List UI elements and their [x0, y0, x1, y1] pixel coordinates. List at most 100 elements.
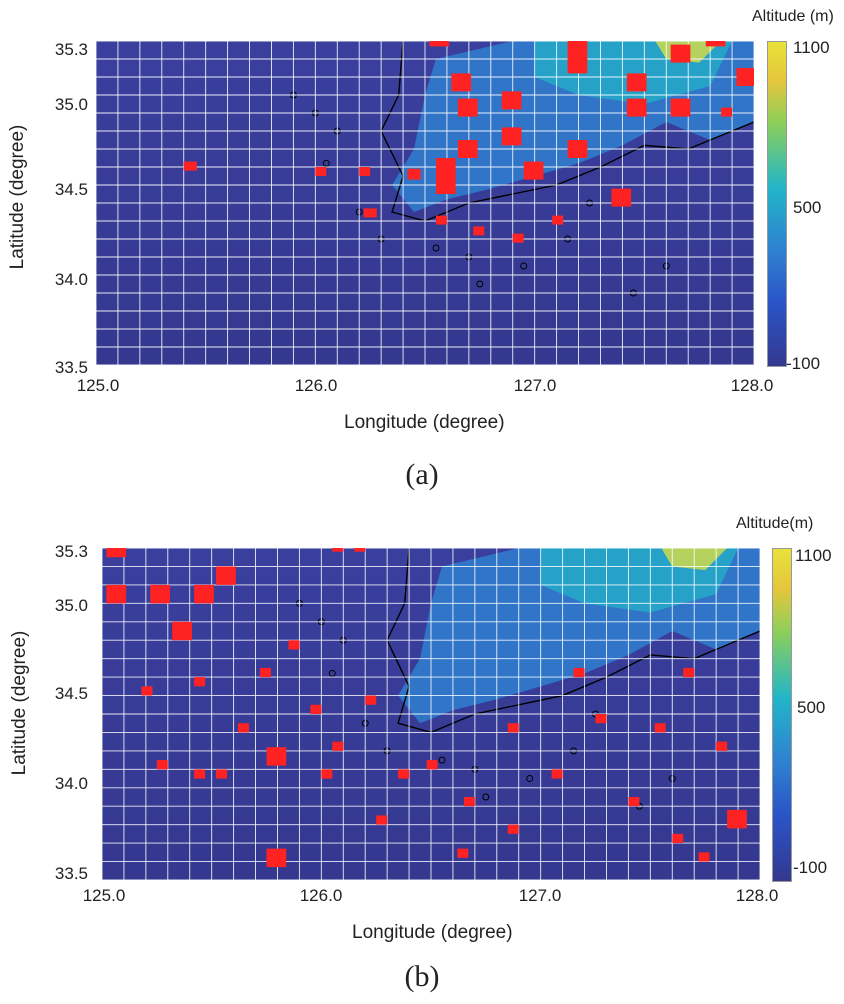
- highlight-cell: [523, 161, 544, 180]
- island-outline: [438, 756, 446, 764]
- highlight-cell: [567, 140, 588, 158]
- highlight-cell: [551, 769, 563, 779]
- highlight-cell: [457, 848, 469, 858]
- y-tick-label: 34.0: [54, 270, 88, 289]
- colorbar-tick: 1100: [795, 546, 832, 565]
- highlight-cell: [266, 747, 287, 766]
- y-tick-label: 33.5: [54, 864, 88, 883]
- highlight-cell: [736, 68, 754, 86]
- panel-b: Latitude (degree) 35.3 35.0 34.5 34.0 33…: [0, 500, 844, 1004]
- x-tick-label: 126.0: [294, 376, 338, 395]
- colorbar-title: Altitude (m): [752, 8, 834, 25]
- highlight-cell: [365, 695, 377, 705]
- island-outline: [328, 669, 336, 677]
- highlight-cell: [507, 824, 519, 834]
- x-tick-label: 127.0: [518, 886, 562, 905]
- highlight-cell: [315, 167, 327, 176]
- highlight-cell: [435, 158, 456, 194]
- colorbar-tick: -100: [793, 858, 828, 877]
- highlight-cell: [194, 677, 206, 687]
- panel-caption: (b): [404, 960, 440, 993]
- colorbar: [767, 41, 787, 367]
- x-tick-label: 127.0: [513, 376, 557, 395]
- highlight-cell: [463, 797, 475, 807]
- highlight-cell: [150, 584, 170, 604]
- highlight-cell: [332, 741, 344, 751]
- colorbar-tick: 500: [797, 698, 826, 717]
- x-axis-title: Longitude (degree): [352, 922, 513, 943]
- highlight-cell: [698, 852, 710, 862]
- highlight-cell: [429, 41, 450, 47]
- highlight-cell: [611, 188, 632, 207]
- y-tick-label: 34.0: [54, 774, 88, 793]
- highlight-cell: [216, 769, 228, 779]
- highlight-cell: [595, 714, 607, 724]
- highlight-cell: [288, 640, 300, 650]
- colorbar-title: Altitude(m): [736, 515, 814, 532]
- colorbar: [772, 548, 792, 882]
- highlight-cell: [156, 760, 168, 770]
- island-outline: [482, 793, 490, 801]
- y-tick-label: 33.5: [54, 358, 88, 377]
- highlight-cell: [194, 584, 214, 604]
- highlight-cell: [552, 215, 564, 225]
- y-tick-label: 35.3: [54, 542, 88, 561]
- map-canvas: [102, 548, 760, 880]
- map-canvas: [96, 41, 754, 365]
- highlight-cell: [654, 723, 666, 733]
- highlight-cell: [363, 208, 377, 218]
- highlight-cell: [332, 548, 344, 552]
- y-tick-label: 35.3: [54, 40, 88, 59]
- island-outline: [432, 244, 440, 252]
- highlight-cell: [237, 723, 249, 733]
- altitude-map: [96, 41, 754, 365]
- highlight-cell: [457, 140, 478, 158]
- highlight-cell: [626, 98, 647, 117]
- highlight-cell: [194, 769, 206, 779]
- highlight-cell: [172, 621, 192, 641]
- highlight-cell: [628, 797, 640, 807]
- highlight-cell: [321, 769, 333, 779]
- colorbar-tick: 1100: [793, 38, 830, 57]
- highlight-cell: [359, 167, 371, 176]
- highlight-cell: [473, 226, 485, 236]
- highlight-cell: [435, 215, 447, 225]
- highlight-cell: [727, 809, 747, 829]
- highlight-cell: [512, 233, 524, 243]
- highlight-cell: [457, 98, 478, 117]
- highlight-cell: [501, 127, 522, 146]
- panel-caption: (a): [405, 458, 439, 491]
- x-tick-label: 126.0: [299, 886, 343, 905]
- island-outline: [526, 775, 534, 783]
- altitude-map: [102, 548, 760, 880]
- x-tick-label: 128.0: [735, 886, 779, 905]
- colorbar-tick: -100: [786, 354, 821, 373]
- highlight-cell: [407, 168, 421, 180]
- panel-a: Latitude (degree) 35.3 35.0 34.5 34.0 33…: [0, 0, 844, 500]
- island-outline: [322, 159, 330, 167]
- highlight-cell: [216, 566, 236, 585]
- highlight-cell: [716, 741, 728, 751]
- y-tick-label: 35.0: [54, 95, 88, 114]
- highlight-cell: [106, 584, 127, 604]
- highlight-cell: [672, 833, 684, 844]
- island-outline: [520, 262, 528, 270]
- highlight-cell: [183, 161, 197, 171]
- highlight-cell: [683, 667, 695, 678]
- highlight-cell: [626, 73, 647, 92]
- highlight-cell: [266, 848, 287, 868]
- x-tick-label: 125.0: [76, 376, 120, 395]
- island-outline: [476, 280, 484, 288]
- colorbar-tick: 500: [793, 198, 822, 217]
- highlight-cell: [451, 73, 472, 92]
- highlight-cell: [501, 91, 522, 110]
- highlight-cell: [259, 667, 271, 678]
- y-tick-label: 34.5: [54, 684, 88, 703]
- highlight-cell: [141, 686, 153, 696]
- y-tick-label: 34.5: [54, 180, 88, 199]
- highlight-cell: [705, 41, 726, 47]
- x-axis-title: Longitude (degree): [344, 412, 505, 433]
- x-tick-label: 125.0: [82, 886, 126, 905]
- highlight-cell: [106, 548, 127, 558]
- highlight-cell: [670, 44, 691, 63]
